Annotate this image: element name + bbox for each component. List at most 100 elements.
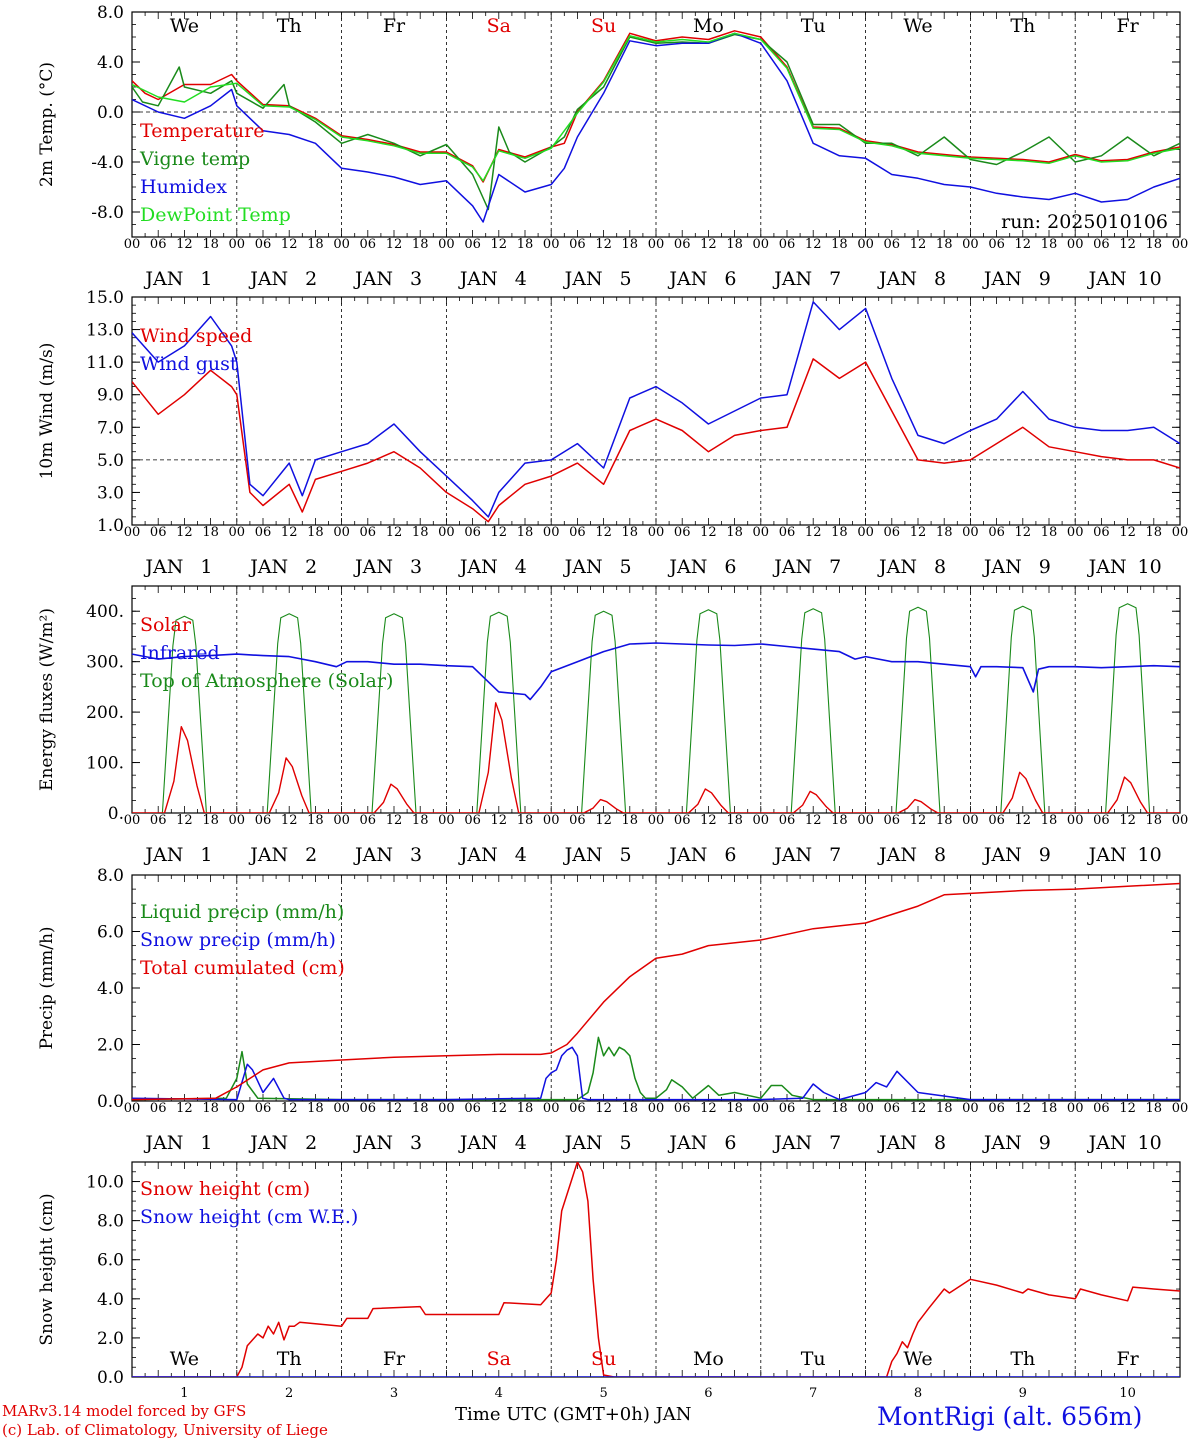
panel4-day-label: 4 [515, 1132, 527, 1154]
panel1-humidex-series [132, 32, 1180, 223]
panel4-y-tick-label: 8.0 [97, 866, 124, 886]
panel1-hour-label: 06 [360, 237, 377, 252]
panel2-hour-label: 18 [831, 525, 848, 540]
panel1-legend-entry: Humidex [140, 176, 227, 198]
panel3-hour-label: 06 [884, 813, 901, 828]
panel3-hour-label: 00 [543, 813, 560, 828]
panel4-month-label: JAN [667, 1132, 707, 1154]
panel2-hour-label: 12 [281, 525, 298, 540]
panel3-day-label: 7 [829, 844, 841, 866]
panel2-day-label: 10 [1138, 556, 1162, 578]
panel3-hour-label: 18 [517, 813, 534, 828]
panel2-hour-label: 12 [910, 525, 927, 540]
panel2-y-tick-label: 13.0 [86, 321, 124, 341]
panel3-y-axis-title: Energy fluxes (W/m²) [37, 608, 57, 791]
panel3-hour-label: 18 [1041, 813, 1058, 828]
panel1-month-label: JAN [877, 268, 917, 290]
panel1-month-label: JAN [982, 268, 1022, 290]
run-label: run: 2025010106 [1001, 211, 1168, 233]
panel1-vigne-temp-series [132, 33, 1180, 211]
panel3-hour-label: 06 [674, 813, 691, 828]
panel2-hour-label: 18 [412, 525, 429, 540]
panel3-legend-entry: Solar [140, 614, 192, 636]
panel1-hour-label: 18 [936, 237, 953, 252]
panel4-month-label: JAN [772, 1132, 812, 1154]
panel2-month-label: JAN [143, 556, 183, 578]
panel4-month-label: JAN [1087, 1132, 1127, 1154]
panel4-month-label: JAN [143, 1132, 183, 1154]
panel2-hour-label: 00 [229, 525, 246, 540]
panel2-day-label: 9 [1039, 556, 1051, 578]
panel1-hour-label: 18 [412, 237, 429, 252]
panel4-hour-label: 00 [962, 1101, 979, 1116]
panel2-hour-label: 06 [150, 525, 167, 540]
panel2-hour-label: 12 [805, 525, 822, 540]
panel2-day-label: 3 [410, 556, 422, 578]
panel1-hour-label: 18 [1041, 237, 1058, 252]
panel1-day-label: 4 [515, 268, 527, 290]
lab-credit: (c) Lab. of Climatology, University of L… [2, 1421, 328, 1439]
panel4-y-tick-label: 2.0 [97, 1036, 124, 1056]
panel5-y-tick-label: 10.0 [86, 1173, 124, 1193]
panel4-hour-label: 18 [307, 1101, 324, 1116]
panel4-day-label: 9 [1039, 1132, 1051, 1154]
panel2-hour-label: 12 [386, 525, 403, 540]
panel4-hour-label: 00 [124, 1101, 141, 1116]
panel5-day-label: 8 [914, 1386, 922, 1401]
panel2-day-label: 4 [515, 556, 527, 578]
panel3-day-label: 8 [934, 844, 946, 866]
panel4-hour-label: 06 [150, 1101, 167, 1116]
weekday-label: Mo [693, 1348, 724, 1370]
weekday-label: Tu [801, 15, 826, 37]
panel1-hour-label: 00 [648, 237, 665, 252]
panel3-hour-label: 00 [857, 813, 874, 828]
infrared-series [132, 642, 1180, 701]
panel3-hour-label: 06 [360, 813, 377, 828]
panel2-hour-label: 00 [333, 525, 350, 540]
panel1-month-label: JAN [1087, 268, 1127, 290]
panel2-hour-label: 18 [1041, 525, 1058, 540]
panel3-month-label: JAN [667, 844, 707, 866]
panel3-day-label: 10 [1138, 844, 1162, 866]
panel3-hour-label: 12 [595, 813, 612, 828]
panel3-hour-label: 00 [1172, 813, 1189, 828]
panel1-hour-label: 18 [1146, 237, 1163, 252]
panel2-wind-speed-series [132, 358, 1180, 523]
panel5-day-label: 5 [599, 1386, 607, 1401]
panel4-month-label: JAN [563, 1132, 603, 1154]
panel2-hour-label: 12 [176, 525, 193, 540]
panel2-y-tick-label: 9.0 [97, 386, 124, 406]
panel4-hour-label: 12 [491, 1101, 508, 1116]
panel3-month-label: JAN [353, 844, 393, 866]
weekday-label: Mo [693, 15, 724, 37]
panel5-y-tick-label: 2.0 [97, 1329, 124, 1349]
panel1-hour-label: 12 [386, 237, 403, 252]
panel2-y-tick-label: 3.0 [97, 483, 124, 503]
panel4-hour-label: 00 [438, 1101, 455, 1116]
toa-solar-series [446, 611, 552, 813]
panel4-hour-label: 12 [1119, 1101, 1136, 1116]
panel3-hour-label: 06 [988, 813, 1005, 828]
panel5-day-label: 10 [1119, 1386, 1136, 1401]
panel2-y-axis-title: 10m Wind (m/s) [37, 343, 57, 480]
panel4-hour-label: 00 [857, 1101, 874, 1116]
panel2-y-tick-label: 7.0 [97, 418, 124, 438]
panel4-y-tick-label: 4.0 [97, 979, 124, 999]
panel2-month-label: JAN [667, 556, 707, 578]
panel2-hour-label: 06 [779, 525, 796, 540]
panel3-hour-label: 12 [281, 813, 298, 828]
panel4-hour-label: 12 [386, 1101, 403, 1116]
panel2-y-tick-label: 15.0 [86, 288, 124, 308]
panel5-y-tick-label: 4.0 [97, 1290, 124, 1310]
panel4-hour-label: 06 [569, 1101, 586, 1116]
panel4-hour-label: 06 [464, 1101, 481, 1116]
panel2-hour-label: 18 [202, 525, 219, 540]
panel4-hour-label: 18 [936, 1101, 953, 1116]
panel3-month-label: JAN [772, 844, 812, 866]
weekday-label: We [903, 1348, 932, 1370]
panel3-hour-label: 18 [1146, 813, 1163, 828]
panel5-snow-height-cm--series [132, 1162, 1180, 1377]
panel1-hour-label: 00 [438, 237, 455, 252]
panel4-month-label: JAN [877, 1132, 917, 1154]
panel2-hour-label: 12 [1119, 525, 1136, 540]
